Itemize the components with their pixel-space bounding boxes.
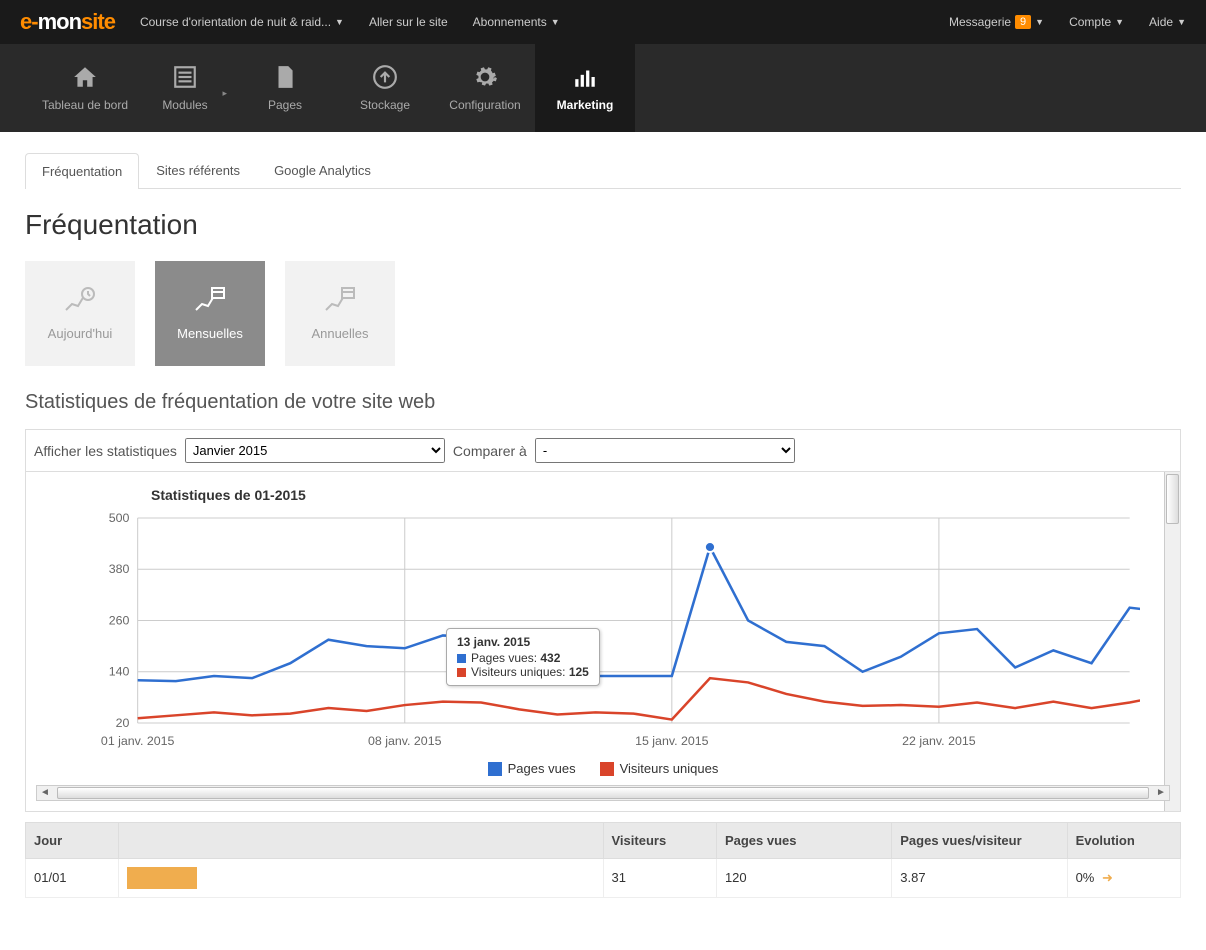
upload-icon bbox=[372, 64, 398, 90]
logo[interactable]: e-monsite bbox=[20, 9, 115, 35]
nav-pages[interactable]: Pages bbox=[235, 44, 335, 132]
nav-modules[interactable]: Modules ▸ bbox=[135, 44, 235, 132]
period-tiles: Aujourd'hui Mensuelles Annuelles bbox=[25, 261, 1181, 366]
svg-text:260: 260 bbox=[109, 614, 130, 628]
chart-tooltip: 13 janv. 2015Pages vues: 432Visiteurs un… bbox=[446, 628, 600, 686]
nav-storage-label: Stockage bbox=[360, 98, 410, 112]
page-title: Fréquentation bbox=[25, 209, 1181, 241]
tile-monthly[interactable]: Mensuelles bbox=[155, 261, 265, 366]
table-header[interactable]: Jour bbox=[26, 822, 119, 858]
cell-evolution: 0% ➜ bbox=[1067, 858, 1180, 897]
tile-yearly-label: Annuelles bbox=[311, 326, 368, 341]
page-body: Fréquentation Sites référents Google Ana… bbox=[0, 132, 1206, 918]
nav-dashboard[interactable]: Tableau de bord bbox=[35, 44, 135, 132]
cell-pageviews: 120 bbox=[716, 858, 891, 897]
tile-today-label: Aujourd'hui bbox=[48, 326, 113, 341]
svg-text:22 janv. 2015: 22 janv. 2015 bbox=[902, 734, 976, 748]
cell-day: 01/01 bbox=[26, 858, 119, 897]
nav-marketing-label: Marketing bbox=[557, 98, 614, 112]
compare-select[interactable]: - bbox=[535, 438, 795, 463]
clock-chart-icon bbox=[64, 286, 96, 314]
help-label: Aide bbox=[1149, 15, 1173, 29]
section-subtitle: Statistiques de fréquentation de votre s… bbox=[25, 391, 1181, 414]
tile-today[interactable]: Aujourd'hui bbox=[25, 261, 135, 366]
chart-area[interactable]: 20 140 260 380 500 01 janv. 2015 08 janv. 2015… bbox=[86, 513, 1140, 753]
table-row: 01/01 311203.870% ➜ bbox=[26, 858, 1181, 897]
home-icon bbox=[72, 64, 98, 90]
site-name-label: Course d'orientation de nuit & raid... bbox=[140, 15, 331, 29]
line-chart: 20 140 260 380 500 01 janv. 2015 08 janv. 2015… bbox=[86, 513, 1140, 753]
filter-compare-label: Comparer à bbox=[453, 443, 527, 459]
list-icon bbox=[172, 64, 198, 90]
help-dropdown[interactable]: Aide▼ bbox=[1149, 15, 1186, 29]
tab-frequentation[interactable]: Fréquentation bbox=[25, 153, 139, 189]
account-label: Compte bbox=[1069, 15, 1111, 29]
messaging-dropdown[interactable]: Messagerie 9 ▼ bbox=[949, 15, 1044, 29]
chart-title: Statistiques de 01-2015 bbox=[151, 487, 1170, 503]
arrow-right-icon: ➜ bbox=[1102, 870, 1113, 885]
subscriptions-label: Abonnements bbox=[473, 15, 547, 29]
chart-icon bbox=[572, 64, 598, 90]
tab-referrers[interactable]: Sites référents bbox=[139, 152, 257, 188]
nav-marketing[interactable]: Marketing bbox=[535, 44, 635, 132]
table-header[interactable]: Pages vues bbox=[716, 822, 891, 858]
cell-visitors: 31 bbox=[603, 858, 716, 897]
site-name-dropdown[interactable]: Course d'orientation de nuit & raid...▼ bbox=[140, 15, 344, 29]
go-to-site-link[interactable]: Aller sur le site bbox=[369, 15, 448, 29]
nav-configuration-label: Configuration bbox=[449, 98, 520, 112]
nav-dashboard-label: Tableau de bord bbox=[42, 98, 128, 112]
svg-text:20: 20 bbox=[116, 716, 130, 730]
sub-tabs: Fréquentation Sites référents Google Ana… bbox=[25, 152, 1181, 189]
stats-table: Jour VisiteursPages vuesPages vues/visite… bbox=[25, 822, 1181, 898]
messaging-label: Messagerie bbox=[949, 15, 1011, 29]
scrollbar-vertical[interactable] bbox=[1164, 472, 1180, 811]
account-dropdown[interactable]: Compte▼ bbox=[1069, 15, 1124, 29]
cell-ratio: 3.87 bbox=[892, 858, 1067, 897]
svg-text:01 janv. 2015: 01 janv. 2015 bbox=[101, 734, 175, 748]
main-nav: Tableau de bord Modules ▸ Pages Stockage… bbox=[0, 44, 1206, 132]
table-header[interactable]: Pages vues/visiteur bbox=[892, 822, 1067, 858]
period-select[interactable]: Janvier 2015 bbox=[185, 438, 445, 463]
nav-modules-label: Modules bbox=[162, 98, 207, 112]
filter-row: Afficher les statistiques Janvier 2015 C… bbox=[25, 429, 1181, 472]
svg-text:500: 500 bbox=[109, 513, 130, 525]
table-header[interactable]: Evolution bbox=[1067, 822, 1180, 858]
calendar-chart-icon bbox=[324, 286, 356, 314]
chart-container: Statistiques de 01-2015 20 140 260 380 500 01… bbox=[25, 471, 1181, 812]
nav-pages-label: Pages bbox=[268, 98, 302, 112]
gear-icon bbox=[472, 64, 498, 90]
tile-yearly[interactable]: Annuelles bbox=[285, 261, 395, 366]
chart-legend: Pages vuesVisiteurs uniques bbox=[36, 761, 1170, 779]
subscriptions-dropdown[interactable]: Abonnements▼ bbox=[473, 15, 560, 29]
svg-text:08 janv. 2015: 08 janv. 2015 bbox=[368, 734, 442, 748]
messaging-badge: 9 bbox=[1015, 15, 1031, 29]
table-header[interactable] bbox=[118, 822, 603, 858]
svg-text:380: 380 bbox=[109, 562, 130, 576]
table-header[interactable]: Visiteurs bbox=[603, 822, 716, 858]
calendar-chart-icon bbox=[194, 286, 226, 314]
filter-show-stats-label: Afficher les statistiques bbox=[34, 443, 177, 459]
cell-bar bbox=[118, 858, 603, 897]
svg-text:140: 140 bbox=[109, 665, 130, 679]
scrollbar-horizontal[interactable]: ◄ ► bbox=[36, 785, 1170, 801]
page-icon bbox=[272, 64, 298, 90]
tile-monthly-label: Mensuelles bbox=[177, 326, 243, 341]
svg-text:15 janv. 2015: 15 janv. 2015 bbox=[635, 734, 709, 748]
nav-configuration[interactable]: Configuration bbox=[435, 44, 535, 132]
topbar: e-monsite Course d'orientation de nuit &… bbox=[0, 0, 1206, 44]
tab-google-analytics[interactable]: Google Analytics bbox=[257, 152, 388, 188]
nav-storage[interactable]: Stockage bbox=[335, 44, 435, 132]
